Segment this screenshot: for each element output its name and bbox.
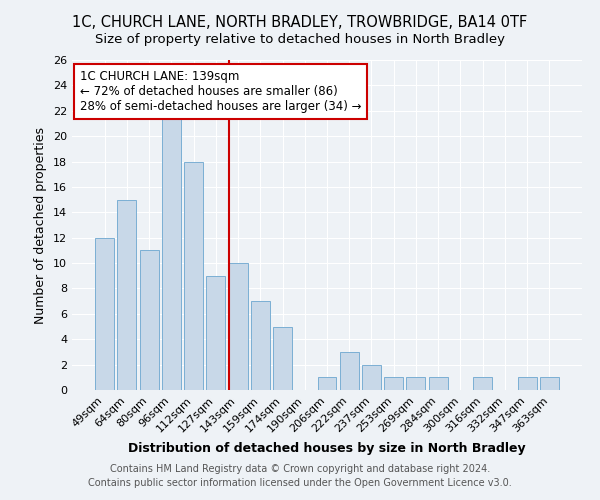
Y-axis label: Number of detached properties: Number of detached properties [34,126,47,324]
Bar [362,364,381,390]
Bar [251,301,270,390]
Bar [518,378,536,390]
Bar [540,378,559,390]
Text: 1C CHURCH LANE: 139sqm
← 72% of detached houses are smaller (86)
28% of semi-det: 1C CHURCH LANE: 139sqm ← 72% of detached… [80,70,361,113]
Text: Size of property relative to detached houses in North Bradley: Size of property relative to detached ho… [95,32,505,46]
Bar [429,378,448,390]
Bar [206,276,225,390]
Bar [140,250,158,390]
Bar [184,162,203,390]
X-axis label: Distribution of detached houses by size in North Bradley: Distribution of detached houses by size … [128,442,526,455]
Bar [95,238,114,390]
Bar [317,378,337,390]
Bar [340,352,359,390]
Bar [273,326,292,390]
Text: 1C, CHURCH LANE, NORTH BRADLEY, TROWBRIDGE, BA14 0TF: 1C, CHURCH LANE, NORTH BRADLEY, TROWBRID… [73,15,527,30]
Bar [473,378,492,390]
Bar [384,378,403,390]
Text: Contains HM Land Registry data © Crown copyright and database right 2024.
Contai: Contains HM Land Registry data © Crown c… [88,464,512,487]
Bar [406,378,425,390]
Bar [118,200,136,390]
Bar [162,111,181,390]
Bar [229,263,248,390]
